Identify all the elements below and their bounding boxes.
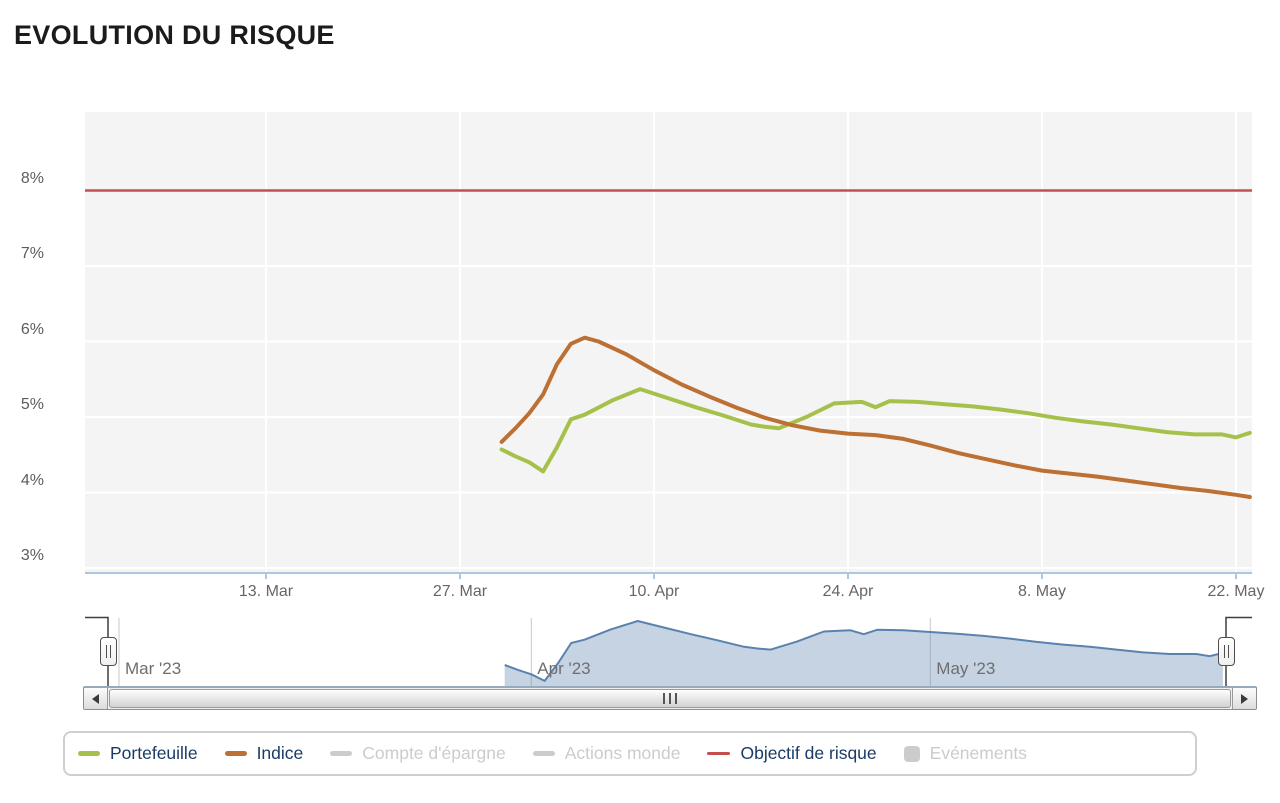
x-axis-label: 13. Mar	[238, 583, 294, 600]
legend-item-evenements[interactable]: Evénements	[903, 743, 1027, 764]
legend-label: Compte d'épargne	[362, 743, 506, 763]
legend-label: Actions monde	[564, 743, 681, 763]
navigator[interactable]	[85, 616, 1252, 686]
legend-marker-actions-monde-icon	[532, 751, 555, 756]
page-title: EVOLUTION DU RISQUE	[14, 20, 335, 50]
x-axis-label: 27. Mar	[432, 583, 488, 600]
y-axis-label: 4%	[20, 471, 44, 489]
x-axis-tick	[1234, 574, 1237, 579]
scrollbar-track[interactable]	[108, 688, 1232, 709]
y-axis-label: 3%	[20, 547, 44, 564]
legend-label: Portefeuille	[110, 743, 198, 763]
x-axis-tick	[846, 574, 849, 579]
legend-label: Evénements	[929, 743, 1027, 763]
x-axis-label: 24. Apr	[822, 583, 874, 600]
x-axis-tick	[1040, 574, 1043, 579]
legend-marker-objectif-de-risque-icon	[707, 752, 731, 755]
x-axis-line	[85, 572, 1252, 574]
scroll-left-arrow-icon	[92, 693, 99, 704]
scrollbar-thumb[interactable]	[109, 689, 1231, 708]
legend-item-actions-monde[interactable]: Actions monde	[532, 743, 681, 764]
legend: Portefeuille Indice Compte d'épargne Action…	[63, 731, 1197, 776]
series-line-indice[interactable]	[499, 335, 1252, 499]
y-axis-label: 6%	[20, 320, 44, 338]
scrollbar-grip-icon	[663, 693, 677, 704]
x-axis-label: 8. May	[1017, 583, 1066, 600]
scrollbar[interactable]	[83, 686, 1257, 710]
y-axis-label: 5%	[20, 396, 44, 413]
scroll-right-arrow-icon	[1241, 693, 1248, 704]
scrollbar-right-button[interactable]	[1232, 688, 1256, 709]
navigator-handle-left[interactable]	[100, 637, 117, 666]
navigator-svg	[85, 616, 1252, 686]
y-axis-label: 8%	[20, 169, 44, 187]
x-axis-tick	[458, 574, 461, 579]
y-axis-label: 7%	[20, 245, 44, 262]
legend-label: Objectif de risque	[740, 743, 877, 763]
legend-item-indice[interactable]: Indice	[224, 743, 304, 764]
navigator-handle-right[interactable]	[1218, 637, 1235, 666]
legend-item-compte-d-epargne[interactable]: Compte d'épargne	[330, 743, 506, 764]
navigator-month-label: Apr '23	[537, 659, 591, 678]
series-line-portefeuille[interactable]	[499, 387, 1252, 474]
scrollbar-left-button[interactable]	[84, 688, 108, 709]
x-axis-tick	[652, 574, 655, 579]
legend-marker-compte-d-epargne-icon	[330, 751, 353, 756]
legend-marker-evenements-icon	[903, 745, 920, 762]
legend-marker-indice-icon	[224, 751, 247, 756]
chart-plot-area[interactable]	[85, 112, 1252, 572]
legend-marker-portefeuille-icon	[78, 751, 100, 756]
navigator-area[interactable]	[504, 621, 1223, 686]
legend-item-objectif-de-risque[interactable]: Objectif de risque	[707, 743, 877, 764]
main-chart-svg	[85, 112, 1252, 572]
navigator-line	[504, 620, 1224, 682]
x-axis-tick	[265, 574, 267, 579]
x-axis-label: 10. Apr	[628, 583, 680, 600]
x-axis-label: 22. May	[1207, 583, 1265, 600]
legend-label: Indice	[256, 743, 304, 763]
navigator-month-label: May '23	[936, 659, 996, 678]
legend-item-portefeuille[interactable]: Portefeuille	[78, 743, 198, 764]
navigator-month-label: Mar '23	[125, 659, 182, 678]
